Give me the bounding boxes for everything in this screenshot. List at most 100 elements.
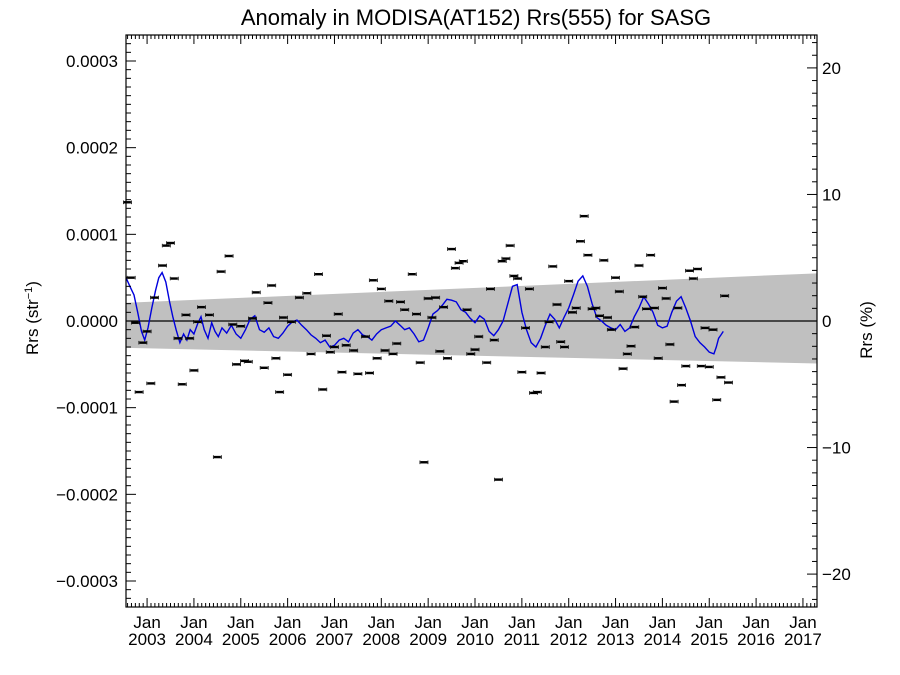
x-tick-year: 2013 xyxy=(597,630,635,649)
data-point xyxy=(497,259,507,263)
y-axis-left-label-base: Rrs (str xyxy=(23,299,42,355)
y-left-tick-label: 0.0001 xyxy=(66,225,118,244)
data-point xyxy=(232,362,241,367)
data-point xyxy=(271,356,281,361)
y-axis-left: 0.0003 0.0002 0.0001 0.0000 −0.0001 −0.0002 −0… xyxy=(56,34,136,608)
data-point xyxy=(571,306,581,310)
y-right-tick-label: −20 xyxy=(822,565,851,584)
x-tick-year: 2017 xyxy=(784,630,822,649)
x-tick-month: Jan xyxy=(508,613,535,632)
data-point xyxy=(564,279,574,283)
x-tick-month: Jan xyxy=(696,613,723,632)
x-tick-month: Jan xyxy=(649,613,676,632)
data-point xyxy=(294,295,304,300)
data-point xyxy=(708,327,718,332)
data-point xyxy=(251,290,261,295)
y-axis-right: 20 10 0 −10 −20 xyxy=(807,42,851,600)
data-point xyxy=(517,370,527,374)
data-point xyxy=(532,390,542,394)
x-tick-month: Jan xyxy=(414,613,441,632)
data-point xyxy=(524,287,534,291)
x-tick-year: 2011 xyxy=(504,630,541,649)
data-point xyxy=(263,301,273,305)
data-point xyxy=(544,320,554,324)
data-point xyxy=(501,256,511,261)
data-point xyxy=(138,340,148,345)
data-point xyxy=(142,329,152,334)
data-point xyxy=(462,307,472,312)
x-tick-month: Jan xyxy=(227,613,254,632)
data-point xyxy=(158,263,167,268)
data-point xyxy=(716,375,726,380)
data-point xyxy=(556,340,566,344)
x-tick-month: Jan xyxy=(321,613,348,632)
data-point xyxy=(341,343,351,348)
data-point xyxy=(185,336,195,341)
y-right-tick-label: 20 xyxy=(822,59,841,78)
data-point xyxy=(583,253,593,257)
anomaly-line xyxy=(125,270,724,355)
x-tick-month: Jan xyxy=(133,613,160,632)
data-point xyxy=(419,460,429,465)
data-point xyxy=(330,345,339,349)
data-point xyxy=(306,352,316,356)
data-point xyxy=(486,287,495,291)
data-point xyxy=(376,287,386,291)
chart-title: Anomaly in MODISA(AT152) Rrs(555) for SA… xyxy=(241,5,711,30)
data-point xyxy=(665,342,675,347)
anomaly-line-layer xyxy=(125,270,724,355)
data-point xyxy=(130,320,140,325)
data-point xyxy=(552,302,562,307)
data-point xyxy=(685,268,694,273)
x-tick-year: 2007 xyxy=(316,630,354,649)
y-right-tick-label: 10 xyxy=(822,185,841,204)
y-left-tick-label: −0.0003 xyxy=(56,572,118,591)
y-left-tick-label: −0.0001 xyxy=(56,399,118,418)
data-point xyxy=(447,247,456,251)
data-point xyxy=(576,239,585,244)
data-point xyxy=(197,305,206,309)
data-point xyxy=(536,371,546,375)
data-point xyxy=(365,371,375,375)
data-point xyxy=(384,299,394,303)
x-tick-month: Jan xyxy=(555,613,582,632)
data-point xyxy=(521,326,531,330)
data-point xyxy=(146,381,156,386)
data-point xyxy=(388,352,398,356)
data-point xyxy=(677,383,687,387)
data-point xyxy=(568,310,577,315)
x-tick-year: 2015 xyxy=(690,630,728,649)
data-point xyxy=(650,306,659,310)
y-axis-right-label: Rrs (%) xyxy=(857,301,876,359)
data-point xyxy=(193,320,203,324)
x-tick-month: Jan xyxy=(461,613,488,632)
data-point xyxy=(611,275,620,280)
data-point xyxy=(325,350,335,354)
data-point xyxy=(216,269,226,274)
data-point xyxy=(579,214,589,218)
data-point xyxy=(494,477,503,482)
data-point xyxy=(396,300,405,304)
data-point xyxy=(431,295,441,300)
data-point xyxy=(161,243,171,248)
data-point xyxy=(283,372,293,377)
data-point xyxy=(259,366,269,370)
y-left-tick-label: 0.0003 xyxy=(66,52,118,71)
x-tick-month: Jan xyxy=(368,613,395,632)
data-point xyxy=(302,291,312,296)
data-point xyxy=(505,243,515,248)
data-point xyxy=(696,364,706,368)
x-tick-year: 2014 xyxy=(643,630,681,649)
data-point xyxy=(150,295,159,300)
data-point xyxy=(466,352,476,356)
data-point xyxy=(439,305,449,309)
data-point xyxy=(368,278,378,283)
data-point xyxy=(669,399,679,404)
data-point xyxy=(622,352,632,356)
x-tick-year: 2003 xyxy=(128,630,166,649)
data-point xyxy=(693,267,702,271)
x-tick-year: 2006 xyxy=(269,630,307,649)
y-left-tick-label: −0.0002 xyxy=(56,485,118,504)
x-tick-year: 2016 xyxy=(737,630,775,649)
data-point xyxy=(688,276,698,281)
